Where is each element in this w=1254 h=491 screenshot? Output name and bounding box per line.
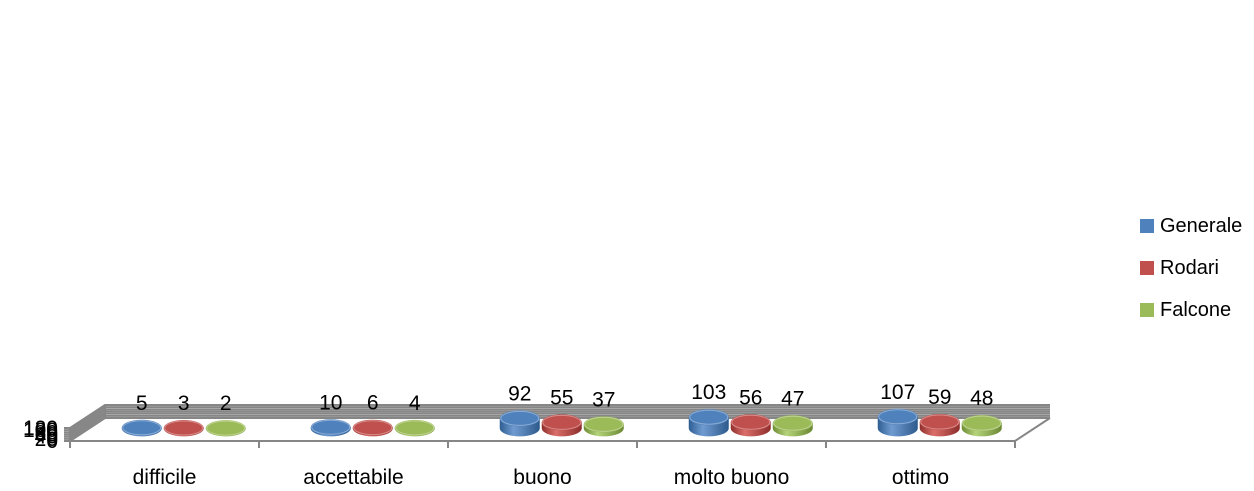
bar-top [583, 416, 624, 433]
bar-top-highlight [500, 410, 540, 426]
bar-top-highlight [311, 419, 351, 435]
bar-top-highlight [206, 420, 246, 436]
bar-top [352, 419, 393, 436]
y-tick-label: 80 [35, 421, 58, 444]
data-label: 48 [970, 387, 993, 410]
y-tick-label: 20 [35, 428, 58, 451]
bar-falcone-difficile [205, 420, 246, 437]
bar-top-highlight [164, 420, 204, 436]
bar-top [877, 408, 918, 425]
bar-top [730, 414, 771, 431]
bar-top [205, 420, 246, 437]
data-label: 47 [781, 387, 804, 410]
y-tick-label: 100 [23, 419, 58, 442]
data-label: 10 [319, 391, 342, 414]
bar-falcone-molto-buono [772, 415, 813, 437]
bar-top [310, 419, 351, 436]
bar-top [961, 415, 1002, 432]
bar-top-highlight [773, 415, 813, 431]
bar-top [499, 410, 540, 427]
data-label: 4 [409, 392, 421, 415]
bar-top-highlight [878, 409, 918, 425]
bar-top [541, 414, 582, 431]
legend-label: Generale [1160, 215, 1242, 237]
bar-rodari-molto-buono [730, 414, 771, 437]
data-label: 107 [880, 381, 915, 404]
bar-top-highlight [920, 414, 960, 430]
legend: Generale Rodari Falcone [1140, 215, 1242, 321]
y-tick-label: 60 [35, 424, 58, 447]
data-label: 55 [550, 386, 573, 409]
bar-rodari-accettabile [352, 419, 393, 437]
y-tick-label: 0 [46, 430, 58, 453]
x-tick-label: buono [513, 466, 571, 489]
bar-top [772, 415, 813, 432]
data-label: 92 [508, 382, 531, 405]
bar-generale-difficile [121, 419, 162, 437]
data-label: 5 [136, 392, 148, 415]
bar-top-highlight [584, 416, 624, 432]
bar-top-highlight [542, 414, 582, 430]
bar-generale-molto-buono [688, 409, 729, 437]
bar-falcone-buono [583, 416, 624, 437]
data-label: 37 [592, 388, 615, 411]
bar-top [688, 409, 729, 426]
data-label: 59 [928, 386, 951, 409]
bar-rodari-difficile [163, 420, 204, 437]
bar-generale-accettabile [310, 419, 351, 437]
bar-generale-ottimo [877, 408, 918, 437]
bar-top [163, 420, 204, 437]
bar-top-highlight [353, 420, 393, 436]
data-labels: 5 10 92 103 107 3 6 55 56 59 2 4 37 47 48 [136, 381, 994, 415]
legend-label: Rodari [1160, 257, 1219, 279]
bar-top-highlight [689, 409, 729, 425]
bar-top-highlight [395, 420, 435, 436]
bar-rodari-ottimo [919, 413, 960, 437]
data-label: 103 [691, 381, 726, 404]
legend-label: Falcone [1160, 299, 1231, 321]
bar-rodari-buono [541, 414, 582, 437]
bar-top [394, 419, 435, 436]
bar-top-highlight [731, 414, 771, 430]
data-label: 6 [367, 392, 379, 415]
legend-swatch [1140, 303, 1154, 317]
bar-generale-buono [499, 410, 540, 437]
x-tick-label: molto buono [674, 466, 790, 489]
bar-top-highlight [962, 415, 1002, 431]
bar-top [121, 419, 162, 436]
bars [121, 408, 1002, 437]
x-tick-label: difficile [133, 466, 197, 489]
legend-swatch [1140, 219, 1154, 233]
data-label: 56 [739, 386, 762, 409]
x-tick-label: accettabile [303, 466, 403, 489]
x-axis: difficile accettabile buono molto buono otti… [69, 441, 1016, 489]
bar-top [919, 413, 960, 430]
x-tick-label: ottimo [892, 466, 949, 489]
bar-falcone-accettabile [394, 419, 435, 437]
y-tick-label: 120 [23, 417, 58, 440]
bar-top-highlight [122, 420, 162, 436]
y-tick-label: 40 [35, 426, 58, 449]
data-label: 3 [178, 392, 190, 415]
data-label: 2 [220, 392, 232, 415]
bar-falcone-ottimo [961, 415, 1002, 437]
legend-swatch [1140, 261, 1154, 275]
